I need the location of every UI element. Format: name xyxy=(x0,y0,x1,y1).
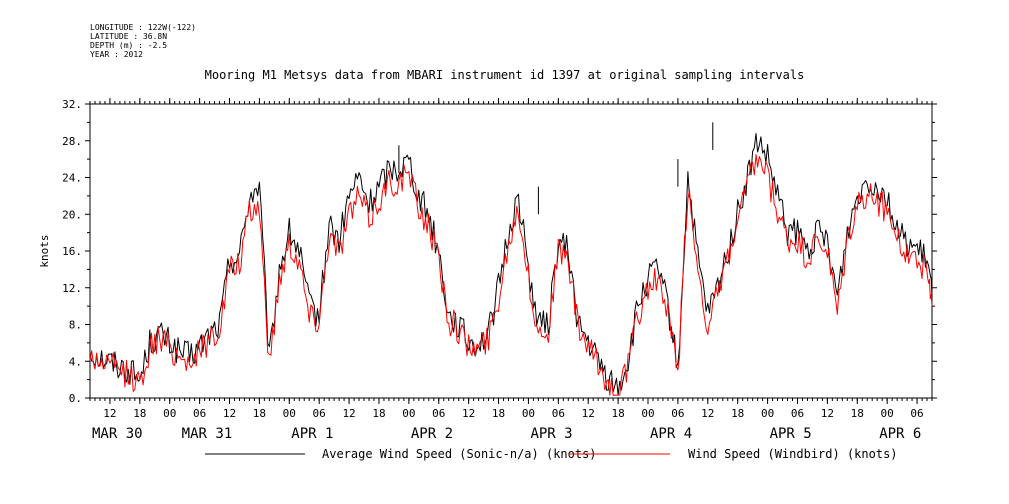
y-tick-label: 16. xyxy=(62,245,82,258)
x-tick-label: 18 xyxy=(851,407,864,420)
y-tick-label: 0. xyxy=(69,392,82,405)
x-day-label: APR 3 xyxy=(530,426,572,442)
x-tick-label: 12 xyxy=(223,407,236,420)
legend-label-0: Average Wind Speed (Sonic-n/a) (knots) xyxy=(322,447,597,461)
x-tick-label: 00 xyxy=(402,407,415,420)
x-tick-label: 06 xyxy=(313,407,326,420)
x-tick-label: 06 xyxy=(671,407,684,420)
x-day-label: APR 2 xyxy=(411,426,453,442)
x-tick-label: 00 xyxy=(881,407,894,420)
x-tick-label: 06 xyxy=(910,407,923,420)
x-tick-label: 18 xyxy=(731,407,744,420)
y-tick-label: 4. xyxy=(69,355,82,368)
y-tick-label: 12. xyxy=(62,282,82,295)
x-day-label: APR 5 xyxy=(770,426,812,442)
y-tick-label: 32. xyxy=(62,98,82,111)
series-line-0 xyxy=(89,133,933,396)
x-tick-label: 12 xyxy=(103,407,116,420)
latitude-label: LATITUDE : 36.8N xyxy=(90,32,168,41)
x-tick-label: 18 xyxy=(611,407,624,420)
longitude-label: LONGITUDE : 122W(-122) xyxy=(90,23,196,32)
y-axis-label: knots xyxy=(38,234,51,267)
x-day-label: MAR 30 xyxy=(92,426,143,442)
year-label: YEAR : 2012 xyxy=(90,50,143,59)
x-tick-label: 06 xyxy=(432,407,445,420)
x-tick-label: 12 xyxy=(821,407,834,420)
x-day-label: APR 6 xyxy=(879,426,921,442)
x-tick-label: 12 xyxy=(342,407,355,420)
x-day-label: MAR 31 xyxy=(182,426,233,442)
series-line-1 xyxy=(89,154,933,396)
x-tick-label: 00 xyxy=(761,407,774,420)
y-tick-label: 28. xyxy=(62,135,82,148)
y-tick-label: 8. xyxy=(69,319,82,332)
x-tick-label: 18 xyxy=(372,407,385,420)
chart-title: Mooring M1 Metsys data from MBARI instru… xyxy=(204,68,805,82)
x-tick-label: 12 xyxy=(462,407,475,420)
x-tick-label: 00 xyxy=(641,407,654,420)
x-tick-label: 00 xyxy=(522,407,535,420)
x-day-label: APR 1 xyxy=(291,426,333,442)
x-tick-label: 00 xyxy=(163,407,176,420)
plot-frame xyxy=(89,103,933,399)
x-tick-label: 18 xyxy=(492,407,505,420)
x-tick-label: 06 xyxy=(552,407,565,420)
legend-label-1: Wind Speed (Windbird) (knots) xyxy=(688,447,898,461)
x-day-label: APR 4 xyxy=(650,426,692,442)
x-tick-label: 12 xyxy=(701,407,714,420)
y-tick-label: 20. xyxy=(62,208,82,221)
x-tick-label: 18 xyxy=(253,407,266,420)
y-tick-label: 24. xyxy=(62,172,82,185)
x-tick-label: 06 xyxy=(791,407,804,420)
x-tick-label: 06 xyxy=(193,407,206,420)
depth-label: DEPTH (m) : -2.5 xyxy=(90,41,168,50)
x-tick-label: 00 xyxy=(283,407,296,420)
x-tick-label: 18 xyxy=(133,407,146,420)
x-tick-label: 12 xyxy=(582,407,595,420)
